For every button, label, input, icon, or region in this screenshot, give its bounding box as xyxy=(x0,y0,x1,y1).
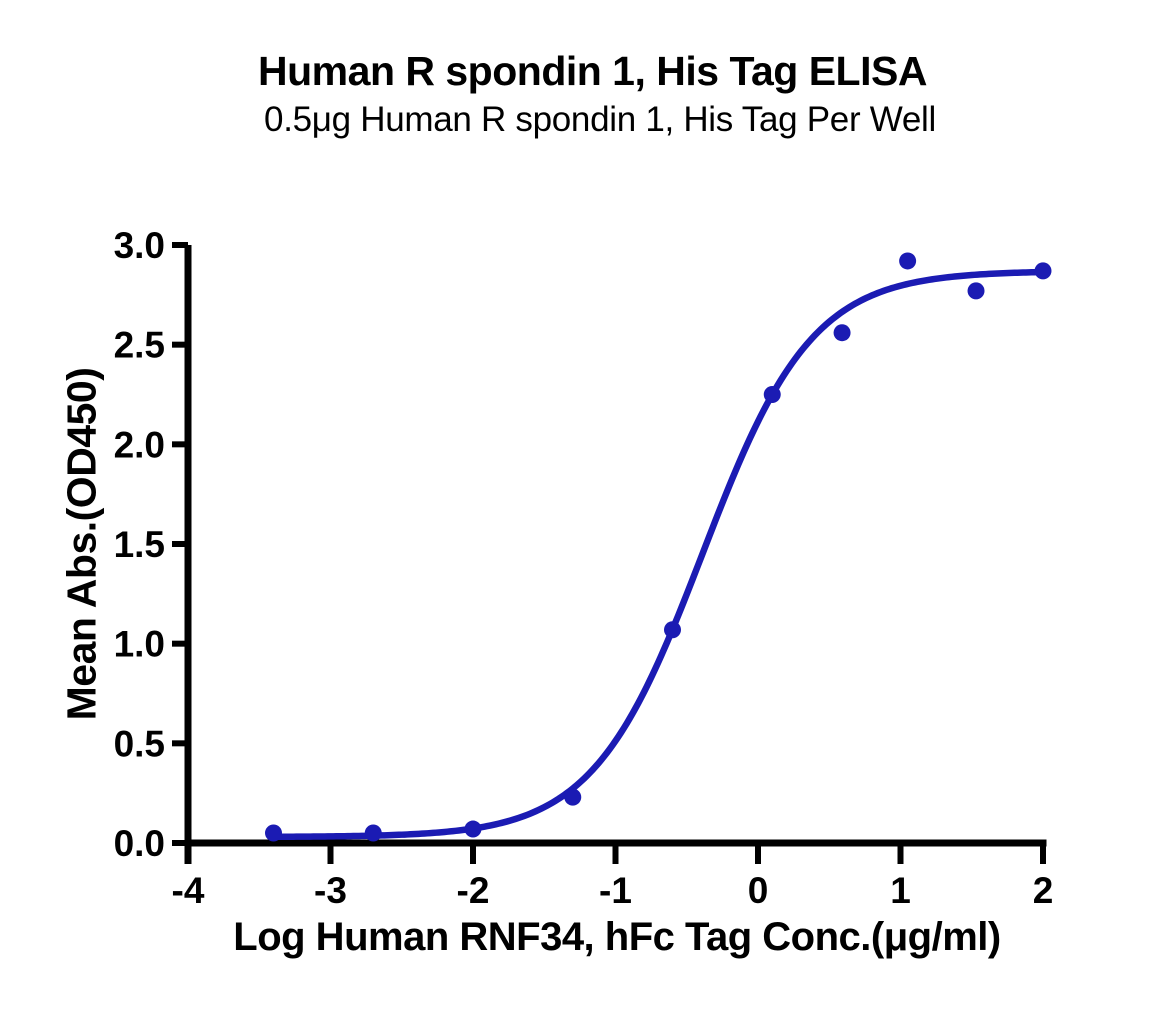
data-point xyxy=(833,324,851,342)
x-axis-tick-label: 1 xyxy=(890,870,911,911)
data-point xyxy=(967,282,985,300)
x-axis-tick-label: 0 xyxy=(748,870,769,911)
data-point xyxy=(564,788,582,806)
x-axis-tick-label: -2 xyxy=(457,870,490,911)
data-point xyxy=(265,824,282,842)
chart-title: Human R spondin 1, His Tag ELISA xyxy=(258,48,927,94)
x-axis-title: Log Human RNF34, hFc Tag Conc.(μg/ml) xyxy=(233,915,1001,959)
y-axis-tick-label: 1.5 xyxy=(114,524,165,565)
axis-lines xyxy=(184,245,1047,864)
data-point xyxy=(899,252,917,270)
data-point xyxy=(763,386,781,403)
chart-subtitle: 0.5μg Human R spondin 1, His Tag Per Wel… xyxy=(264,100,936,139)
y-axis-tick-label: 1.0 xyxy=(114,624,165,665)
x-axis-tick-label: -1 xyxy=(599,870,632,911)
data-point xyxy=(464,820,482,838)
fit-curve xyxy=(270,268,1047,841)
y-axis-tick-label: 3.0 xyxy=(114,225,165,266)
x-axis-tick-label: -3 xyxy=(314,870,347,911)
x-axis-tick-label: -4 xyxy=(172,870,205,911)
data-point xyxy=(664,621,681,639)
y-axis-tick-label: 0.5 xyxy=(114,723,165,764)
y-axis-tick-label: 0.0 xyxy=(114,823,165,864)
y-axis-tick-label: 2.5 xyxy=(114,325,165,366)
y-axis-tick-label: 2.0 xyxy=(114,424,165,465)
data-point xyxy=(364,824,382,842)
data-point xyxy=(1034,262,1052,280)
x-axis-tick-label: 2 xyxy=(1033,870,1054,911)
